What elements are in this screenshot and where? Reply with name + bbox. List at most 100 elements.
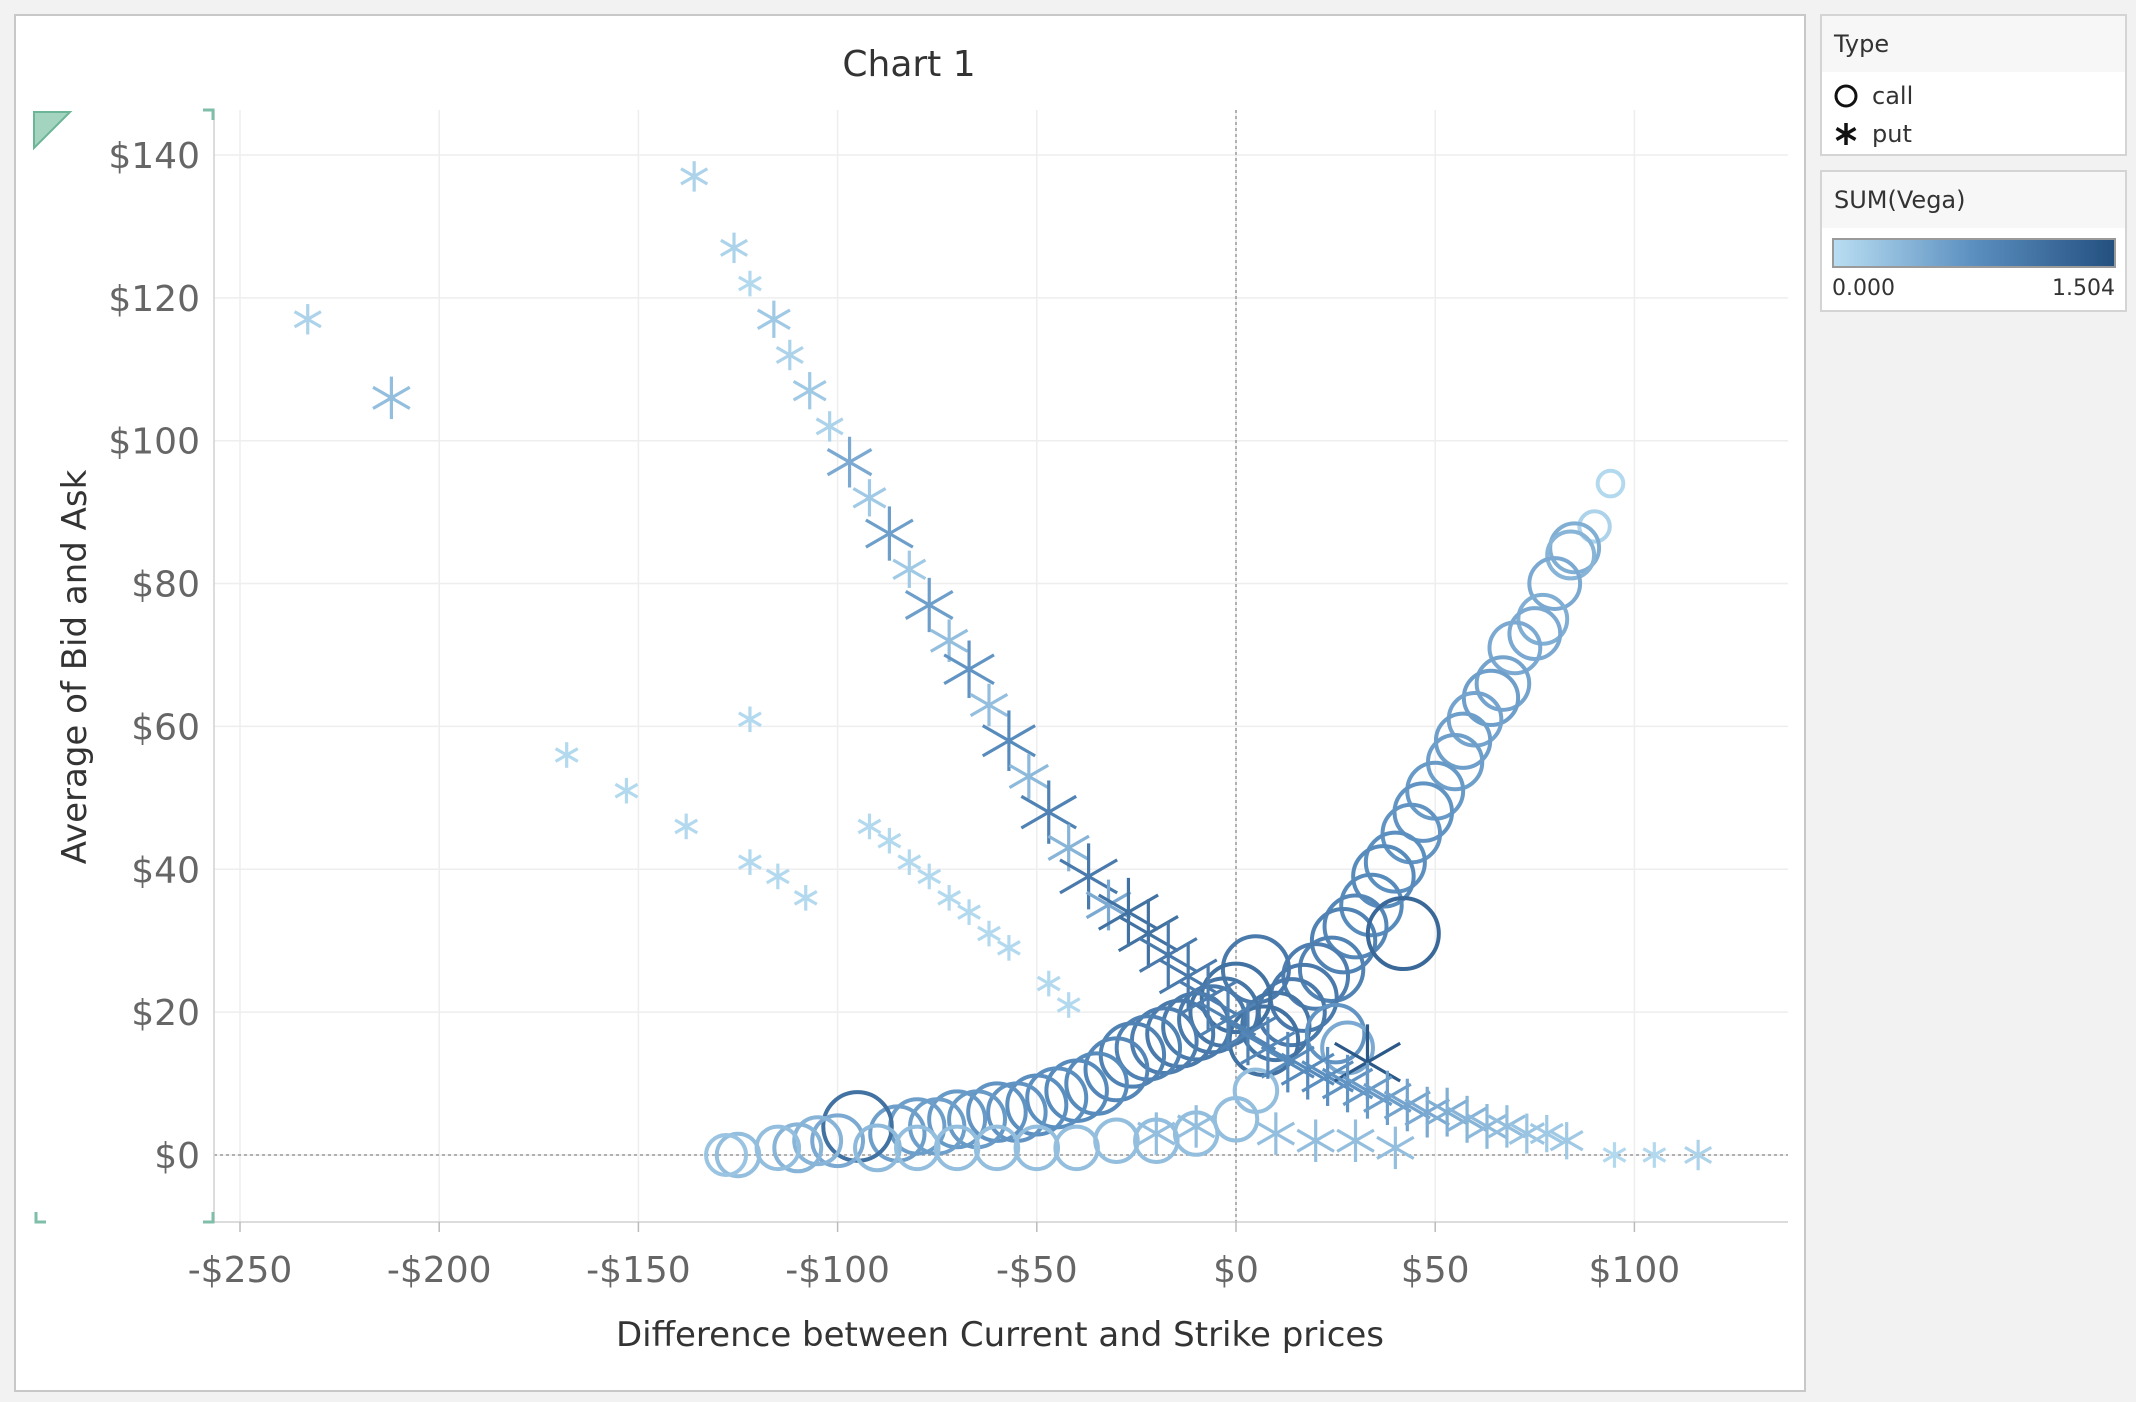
marks-layer[interactable] — [293, 161, 1713, 1179]
scatter-chart[interactable]: -$250 -$200 -$150 -$100 -$50 $0 $50 $100 $0 $20 $4… — [0, 0, 1808, 1402]
call-point[interactable] — [792, 1115, 844, 1167]
put-point[interactable] — [957, 899, 981, 925]
put-point[interactable] — [917, 863, 942, 890]
call-point[interactable] — [1013, 1124, 1061, 1172]
put-point[interactable] — [1602, 1142, 1627, 1168]
put-point[interactable] — [614, 777, 639, 804]
put-point[interactable] — [977, 920, 1001, 947]
put-point[interactable] — [1036, 970, 1061, 997]
call-point[interactable] — [1461, 668, 1521, 727]
put-point[interactable] — [1020, 780, 1077, 844]
call-point[interactable] — [1322, 893, 1389, 960]
put-point[interactable] — [738, 849, 762, 875]
call-point[interactable] — [973, 1124, 1021, 1172]
put-point[interactable] — [897, 849, 922, 875]
call-point[interactable] — [1177, 984, 1248, 1055]
put-point[interactable] — [826, 436, 873, 488]
put-point[interactable] — [1529, 1114, 1564, 1153]
call-point[interactable] — [1232, 1067, 1280, 1114]
put-point[interactable] — [793, 885, 818, 911]
put-point[interactable] — [981, 710, 1036, 771]
call-point[interactable] — [1474, 655, 1532, 712]
call-point[interactable] — [714, 1131, 762, 1179]
put-point[interactable] — [1466, 1104, 1508, 1149]
put-point[interactable] — [1256, 1112, 1296, 1155]
put-point[interactable] — [738, 706, 762, 733]
put-point[interactable] — [1376, 1126, 1415, 1170]
put-point[interactable] — [1199, 987, 1257, 1051]
call-point[interactable] — [894, 1124, 941, 1172]
put-point[interactable] — [815, 411, 844, 442]
put-point[interactable] — [293, 304, 322, 335]
put-point[interactable] — [775, 339, 804, 371]
call-point[interactable] — [1053, 1124, 1100, 1172]
put-point[interactable] — [865, 506, 914, 561]
put-point[interactable] — [765, 863, 790, 890]
put-point[interactable] — [1296, 1119, 1335, 1162]
put-point[interactable] — [969, 683, 1009, 727]
call-point[interactable] — [1487, 620, 1543, 676]
put-point[interactable] — [1487, 1105, 1527, 1148]
put-point[interactable] — [1425, 1087, 1470, 1137]
put-point[interactable] — [372, 376, 411, 420]
put-point[interactable] — [1219, 1001, 1277, 1066]
call-point[interactable] — [810, 1113, 865, 1169]
call-point[interactable] — [853, 1123, 902, 1173]
put-point[interactable] — [554, 742, 579, 768]
put-point[interactable] — [756, 300, 791, 338]
call-point[interactable] — [1114, 1014, 1183, 1082]
put-point[interactable] — [1445, 1095, 1489, 1143]
legend-vega[interactable]: SUM(Vega) 0.000 1.504 — [1820, 170, 2127, 312]
put-point[interactable] — [1404, 1086, 1451, 1138]
put-point[interactable] — [1684, 1139, 1713, 1171]
call-point[interactable] — [1363, 830, 1427, 894]
put-point[interactable] — [720, 232, 748, 264]
call-point[interactable] — [1304, 1002, 1367, 1065]
legend-item-put[interactable]: put — [1832, 116, 1912, 152]
put-point[interactable] — [1549, 1122, 1584, 1160]
put-point[interactable] — [1056, 992, 1081, 1018]
call-point[interactable] — [1093, 1117, 1140, 1164]
put-point[interactable] — [929, 619, 969, 662]
call-point[interactable] — [1083, 1036, 1150, 1103]
put-point[interactable] — [997, 935, 1021, 961]
call-point[interactable] — [704, 1133, 749, 1177]
put-point[interactable] — [792, 372, 827, 410]
put-point[interactable] — [1137, 1112, 1176, 1155]
put-point[interactable] — [738, 270, 762, 297]
put-point[interactable] — [1176, 1105, 1216, 1148]
put-point[interactable] — [1336, 1119, 1375, 1162]
call-point[interactable] — [1199, 961, 1273, 1035]
call-point[interactable] — [1507, 606, 1563, 661]
call-point[interactable] — [1595, 468, 1626, 499]
put-point[interactable] — [1642, 1142, 1667, 1168]
call-point[interactable] — [933, 1124, 981, 1172]
call-point[interactable] — [1577, 509, 1612, 544]
call-point[interactable] — [1145, 998, 1216, 1069]
call-point[interactable] — [1351, 844, 1416, 909]
call-point[interactable] — [1281, 942, 1351, 1011]
put-point[interactable] — [904, 577, 954, 633]
call-point[interactable] — [1339, 872, 1404, 938]
call-point[interactable] — [1516, 592, 1570, 646]
call-point[interactable] — [772, 1122, 824, 1174]
call-point[interactable] — [1268, 962, 1339, 1033]
filter-corner-icon[interactable] — [33, 111, 73, 151]
put-point[interactable] — [892, 550, 927, 588]
put-point[interactable] — [674, 813, 699, 840]
legend-type[interactable]: Type call put — [1820, 14, 2127, 156]
call-point[interactable] — [1545, 529, 1597, 581]
put-point[interactable] — [857, 813, 882, 840]
call-point[interactable] — [1365, 896, 1441, 972]
put-point[interactable] — [877, 827, 902, 854]
put-point[interactable] — [943, 640, 995, 699]
legend-item-call[interactable]: call — [1832, 78, 1913, 114]
put-point[interactable] — [680, 161, 709, 192]
call-point[interactable] — [1527, 556, 1583, 611]
call-point[interactable] — [1309, 907, 1378, 975]
put-point[interactable] — [1508, 1113, 1545, 1154]
put-point[interactable] — [937, 885, 962, 911]
put-point[interactable] — [852, 479, 887, 517]
put-point[interactable] — [1008, 754, 1050, 799]
call-point[interactable] — [1297, 935, 1366, 1003]
